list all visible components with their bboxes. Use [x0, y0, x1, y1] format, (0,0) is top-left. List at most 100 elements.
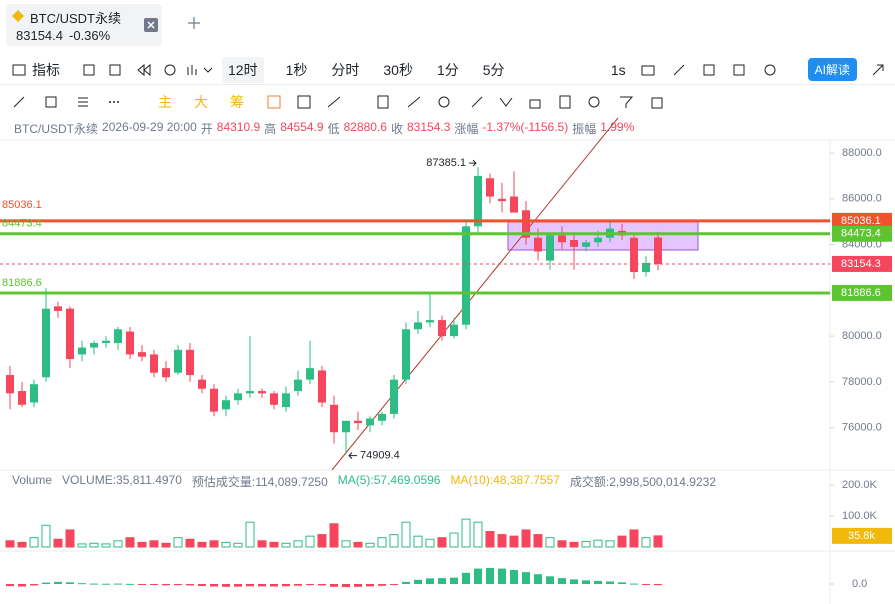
macd-bar	[630, 583, 638, 585]
last-price-label: 83154.3	[841, 258, 881, 270]
volume-bar	[197, 541, 207, 548]
macd-bar	[282, 584, 290, 587]
macd-bar	[90, 583, 98, 585]
candle-body	[258, 391, 266, 394]
candle-body	[30, 384, 38, 403]
macd-bar	[198, 584, 206, 586]
interval-button[interactable]: 分时	[331, 61, 360, 78]
volume-bar	[305, 535, 315, 548]
macd-bar	[498, 568, 506, 584]
macd-bar	[318, 584, 326, 586]
tab-change: -0.36%	[69, 28, 111, 43]
macd-bar	[138, 584, 146, 585]
volume-bar	[65, 529, 75, 548]
macd-bar	[510, 570, 518, 584]
volume-bar	[365, 542, 375, 548]
add-tab[interactable]	[188, 17, 200, 29]
volume-bar	[449, 532, 459, 548]
interval-button[interactable]: 1分	[436, 61, 459, 78]
expand-icon[interactable]	[871, 63, 885, 77]
macd-bar	[582, 580, 590, 584]
last-price-tag	[832, 255, 892, 272]
icon	[12, 64, 26, 75]
macd-bar	[438, 578, 446, 584]
macd-bar	[618, 582, 626, 584]
volume-bar	[77, 543, 87, 548]
macd-bar	[354, 584, 362, 587]
volume-bar	[137, 541, 147, 548]
interval-button[interactable]: 5分	[482, 61, 505, 78]
close-tab[interactable]	[144, 18, 158, 32]
candle-body	[306, 368, 314, 380]
macd-bar	[570, 579, 578, 584]
volume-bar	[329, 523, 339, 548]
speed-button[interactable]: 1s	[610, 61, 626, 78]
ai-button[interactable]: AI解读	[807, 58, 857, 81]
info-close: 83154.3	[407, 120, 451, 134]
volume-bar	[125, 537, 135, 548]
tab[interactable]: BTC/USDT永续 83154.4 -0.36%	[6, 4, 162, 46]
candle-body	[414, 322, 422, 330]
candle-body	[390, 379, 398, 414]
macd-bar	[414, 579, 422, 584]
level-label: 81886.6	[2, 277, 42, 289]
macd-bar	[378, 584, 386, 586]
indicator-button[interactable]: 指标	[32, 61, 60, 78]
candle-body	[282, 393, 290, 408]
macd-bar	[258, 584, 266, 587]
macd-bar	[522, 572, 530, 584]
macd-bar	[186, 584, 194, 586]
macd-bar	[450, 577, 458, 584]
volume-bar	[485, 530, 495, 548]
level-label: 84473.4	[2, 218, 42, 230]
volume-bar	[557, 540, 567, 548]
interval-button[interactable]: 1秒	[285, 61, 308, 78]
volume-bar	[101, 543, 111, 548]
level-tag-label: 85036.1	[841, 215, 881, 227]
volume-bar	[593, 539, 603, 548]
candle-body	[534, 237, 542, 252]
y-tick-label: 86000.0	[842, 193, 882, 205]
volume-bar	[473, 521, 483, 548]
candle-body	[234, 393, 242, 401]
info-low: 82880.6	[343, 120, 387, 134]
macd-bar	[594, 580, 602, 584]
volume-bar	[605, 540, 615, 548]
info-label: 收	[390, 122, 403, 136]
y-tick-label: 88000.0	[842, 147, 882, 159]
macd-bar	[642, 584, 650, 585]
info-high: 84554.9	[280, 120, 324, 134]
candle-body	[246, 391, 254, 394]
draw-label[interactable]: 大	[194, 94, 208, 110]
macd-bar	[306, 584, 314, 586]
volume-bar	[53, 538, 63, 548]
ohlc-info: BTC/USDT永续 2026-09-29 20:00 开 84310.9 高 84…	[14, 120, 634, 137]
macd-bar	[246, 584, 254, 587]
macd-bar	[270, 584, 278, 587]
draw-label[interactable]: 筹	[230, 94, 244, 110]
candle-body	[78, 347, 86, 355]
candle-body	[462, 226, 470, 325]
candle-body	[294, 379, 302, 392]
candle-body	[54, 306, 62, 311]
candle-body	[474, 175, 482, 227]
interval-button[interactable]: 30秒	[383, 61, 413, 78]
tab-quote: 83154.4 -0.36%	[16, 28, 110, 43]
interval-select[interactable]: 12时	[222, 56, 264, 83]
volume-bar	[233, 542, 243, 548]
tool-icons	[641, 64, 776, 75]
tool-icons	[83, 63, 212, 76]
arrow	[348, 452, 357, 459]
candle-body	[510, 196, 518, 213]
macd-bar	[102, 583, 110, 585]
draw-label[interactable]: 主	[158, 94, 172, 110]
candle-body	[138, 352, 146, 357]
macd-bar	[558, 578, 566, 584]
candle-body	[18, 391, 26, 405]
candle-body	[594, 237, 602, 243]
candle-body	[630, 237, 638, 273]
interval-list: 1秒 分时 30秒 1分 5分	[286, 60, 529, 80]
volume-bar	[401, 521, 411, 548]
candle-body	[546, 235, 554, 261]
